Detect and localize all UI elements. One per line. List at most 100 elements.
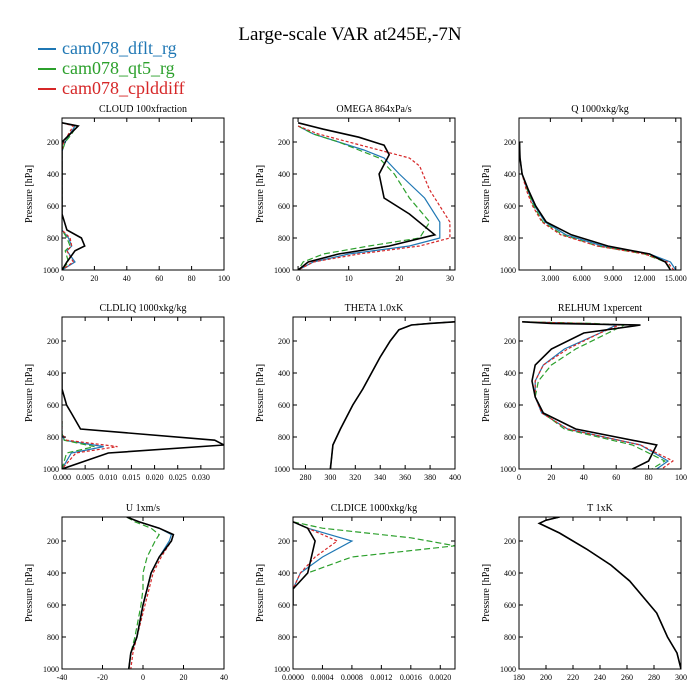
- x-tick-label: 380: [424, 473, 436, 482]
- x-tick-label: 240: [594, 673, 606, 682]
- plot-frame: [61, 316, 225, 470]
- panel-title: THETA 1.0xK: [345, 303, 404, 314]
- series-line: [522, 321, 670, 469]
- x-tick-label: 30: [446, 274, 454, 283]
- x-tick-label: 360: [399, 473, 411, 482]
- y-tick-label: 400: [278, 170, 290, 179]
- y-axis-label: Pressure [hPa]: [255, 165, 266, 223]
- y-tick-label: 800: [47, 633, 59, 642]
- x-tick-label: 40: [123, 274, 131, 283]
- y-tick-label: 600: [47, 601, 59, 610]
- x-tick-label: 0: [296, 274, 300, 283]
- x-tick-label: 100: [675, 473, 687, 482]
- y-axis-label: Pressure [hPa]: [255, 564, 266, 622]
- series-line: [519, 141, 672, 270]
- y-tick-label: 1000: [274, 665, 290, 674]
- y-tick-label: 200: [504, 138, 516, 147]
- series-line: [62, 421, 104, 469]
- y-tick-label: 800: [47, 433, 59, 442]
- x-tick-label: 3.000: [541, 274, 559, 283]
- x-tick-label: 0.0012: [370, 673, 392, 682]
- series-line: [519, 141, 673, 270]
- plot-frame: [518, 117, 682, 271]
- series-line: [537, 517, 681, 669]
- y-tick-label: 800: [504, 633, 516, 642]
- y-tick-label: 600: [504, 601, 516, 610]
- plot-frame: [292, 316, 456, 470]
- y-tick-label: 600: [47, 401, 59, 410]
- x-tick-label: 180: [513, 673, 525, 682]
- y-axis-label: Pressure [hPa]: [255, 364, 266, 422]
- series-line: [62, 421, 95, 469]
- y-tick-label: 400: [47, 170, 59, 179]
- y-tick-label: 400: [504, 369, 516, 378]
- x-tick-label: -40: [57, 673, 68, 682]
- x-tick-label: 280: [299, 473, 311, 482]
- y-tick-label: 400: [504, 170, 516, 179]
- x-tick-label: 320: [349, 473, 361, 482]
- y-tick-label: 600: [278, 202, 290, 211]
- x-tick-label: 0.0016: [400, 673, 422, 682]
- x-tick-label: 200: [540, 673, 552, 682]
- x-tick-label: 0.0000: [282, 673, 304, 682]
- panel-title: Q 1000xkg/kg: [571, 104, 629, 115]
- y-tick-label: 1000: [500, 465, 516, 474]
- series-line: [62, 373, 224, 469]
- y-tick-label: 400: [47, 569, 59, 578]
- y-tick-label: 1000: [500, 266, 516, 275]
- x-tick-label: 0: [517, 473, 521, 482]
- x-tick-label: 0.015: [122, 473, 140, 482]
- y-tick-label: 1000: [43, 665, 59, 674]
- panel: CLOUD 100xfraction 0 20 40 60 80 100 200 400 600 8…: [24, 104, 230, 283]
- series-line: [297, 125, 431, 270]
- x-tick-label: 6.000: [573, 274, 591, 283]
- x-tick-label: 0.025: [169, 473, 187, 482]
- panel-title: CLDLIQ 1000xkg/kg: [100, 303, 187, 314]
- y-tick-label: 200: [278, 537, 290, 546]
- panel: THETA 1.0xK 280 300 320 340 360 380 400 200 400 60…: [255, 303, 461, 482]
- panel-title: CLOUD 100xfraction: [99, 104, 187, 115]
- y-axis-label: Pressure [hPa]: [481, 564, 492, 622]
- y-tick-label: 200: [504, 337, 516, 346]
- y-tick-label: 200: [47, 138, 59, 147]
- panel-title: RELHUM 1xpercent: [558, 303, 642, 314]
- x-tick-label: 80: [188, 274, 196, 283]
- figure-title: Large-scale VAR at245E,-7N: [238, 24, 461, 45]
- series-line: [293, 521, 339, 590]
- y-tick-label: 1000: [43, 266, 59, 275]
- x-tick-label: 300: [675, 673, 687, 682]
- panel: RELHUM 1xpercent 0 20 40 60 80 100 200 400 600 800…: [481, 303, 687, 482]
- x-tick-label: 9.000: [604, 274, 622, 283]
- y-tick-label: 1000: [274, 266, 290, 275]
- x-tick-label: 0.030: [192, 473, 210, 482]
- series-line: [519, 141, 675, 270]
- series-line: [126, 517, 160, 669]
- y-tick-label: 800: [278, 234, 290, 243]
- x-tick-label: 15.000: [665, 274, 687, 283]
- x-tick-label: 20: [90, 274, 98, 283]
- x-tick-label: 20: [395, 274, 403, 283]
- plot-frame: [292, 516, 456, 670]
- panel-title: OMEGA 864xPa/s: [336, 104, 411, 115]
- y-tick-label: 200: [47, 337, 59, 346]
- x-tick-label: 0.010: [99, 473, 117, 482]
- x-tick-label: 280: [648, 673, 660, 682]
- x-tick-label: 340: [374, 473, 386, 482]
- panel: Q 1000xkg/kg 3.000 6.000 9.000 12.000 15.000 2…: [481, 104, 687, 283]
- panel: U 1xm/s -40 -20 0 20 40 200 400 600 800 1000 Pressu…: [24, 503, 228, 682]
- y-tick-label: 800: [47, 234, 59, 243]
- series-line: [329, 321, 455, 469]
- series-line: [537, 517, 681, 669]
- legend-entry: cam078_dflt_rg: [62, 38, 177, 58]
- series-line: [62, 122, 78, 270]
- y-tick-label: 600: [278, 601, 290, 610]
- series-line: [522, 321, 675, 469]
- x-tick-label: 0.020: [146, 473, 164, 482]
- series-line: [329, 321, 455, 469]
- x-tick-label: 40: [220, 673, 228, 682]
- x-tick-label: 100: [218, 274, 230, 283]
- plot-frame: [61, 117, 225, 271]
- y-tick-label: 800: [504, 433, 516, 442]
- y-axis-label: Pressure [hPa]: [24, 364, 35, 422]
